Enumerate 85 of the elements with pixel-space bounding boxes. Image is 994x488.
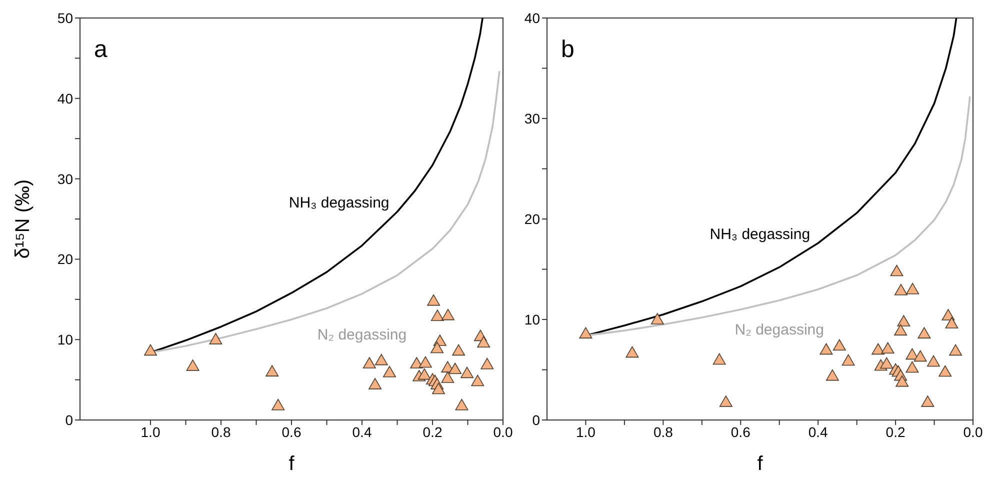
point <box>872 343 885 355</box>
point <box>455 398 468 410</box>
y-tick-label: 0 <box>65 412 74 428</box>
point <box>186 360 200 371</box>
point <box>820 343 833 355</box>
point <box>626 346 639 358</box>
x-tick-label: 0.2 <box>422 424 442 440</box>
x-tick-label: 0.4 <box>352 424 372 440</box>
y-tick-label: 30 <box>57 170 74 187</box>
point <box>906 361 919 373</box>
y-tick-label: 50 <box>57 10 74 26</box>
point <box>894 324 908 336</box>
point <box>826 369 839 381</box>
point <box>209 332 222 344</box>
x-axis-title: f <box>288 453 295 475</box>
point <box>712 353 726 365</box>
point <box>842 354 855 366</box>
x-tick-label: 0.0 <box>493 424 513 440</box>
point <box>368 378 382 390</box>
point <box>832 339 846 351</box>
x-tick-label: 0.2 <box>886 424 906 440</box>
y-tick-label: 10 <box>524 311 540 328</box>
point <box>579 327 592 338</box>
point <box>938 365 952 377</box>
point <box>650 313 664 324</box>
point <box>906 282 920 294</box>
point <box>362 357 376 368</box>
annotation: N₂ degassing <box>317 326 407 344</box>
point <box>906 348 919 360</box>
point <box>410 357 424 368</box>
x-tick-label: 0.6 <box>730 424 751 440</box>
point <box>894 284 908 296</box>
point <box>427 294 440 306</box>
annotation: NH₃ degassing <box>288 194 390 212</box>
point <box>430 342 444 354</box>
point <box>442 308 454 320</box>
point <box>480 358 494 370</box>
point <box>914 350 927 362</box>
point <box>945 317 958 328</box>
point <box>719 395 732 407</box>
point <box>452 344 466 356</box>
point <box>896 375 909 387</box>
x-tick-label: 0.0 <box>963 424 983 440</box>
point <box>477 336 490 348</box>
point <box>432 382 445 394</box>
point <box>890 264 904 276</box>
text: b <box>561 36 574 64</box>
point <box>880 357 894 369</box>
x-tick-label: 0.4 <box>808 424 828 440</box>
x-tick-label: 0.8 <box>211 424 231 440</box>
point <box>441 372 454 383</box>
point <box>471 374 484 386</box>
point <box>266 365 279 376</box>
text: a <box>94 36 108 64</box>
y-tick-label: 30 <box>524 110 540 126</box>
x-tick-label: 0.6 <box>282 424 302 440</box>
annotation: NH₃ degassing <box>710 226 810 244</box>
annotation: N₂ degassing <box>734 321 824 338</box>
point <box>430 310 444 321</box>
point <box>897 315 910 326</box>
y-tick-label: 40 <box>57 90 74 106</box>
point <box>374 354 388 366</box>
point <box>460 366 474 378</box>
point <box>881 342 894 354</box>
point <box>927 355 940 367</box>
y-tick-label: 10 <box>57 332 74 348</box>
point <box>272 398 285 410</box>
y-axis-title: δ¹⁵N (‰) <box>12 179 34 259</box>
point <box>418 368 431 380</box>
x-tick-label: 1.0 <box>140 424 160 440</box>
x-axis-title: f <box>757 453 764 475</box>
point <box>144 344 157 356</box>
x-tick-label: 0.8 <box>653 424 674 440</box>
y-tick-label: 20 <box>57 251 74 268</box>
y-tick-label: 40 <box>524 10 540 26</box>
y-tick-label: 0 <box>532 412 540 428</box>
x-tick-label: 1.0 <box>576 424 596 440</box>
point <box>918 327 931 338</box>
point <box>383 366 396 378</box>
y-tick-label: 20 <box>524 210 540 227</box>
point <box>418 356 432 368</box>
point <box>942 309 955 320</box>
point <box>921 395 934 407</box>
point <box>448 362 462 374</box>
point <box>949 344 962 356</box>
